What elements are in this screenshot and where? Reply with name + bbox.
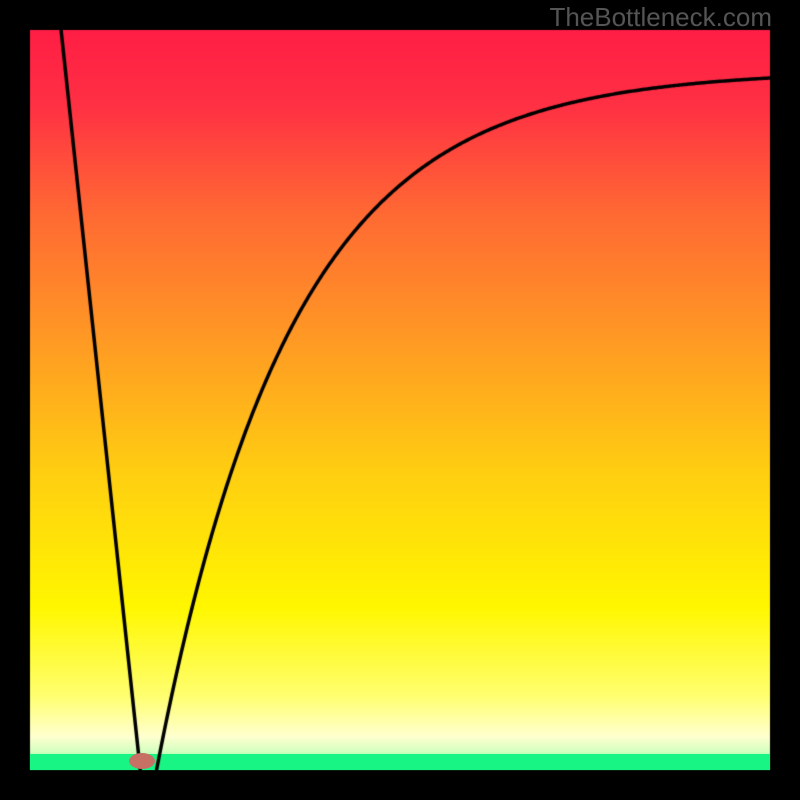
bottleneck-curve xyxy=(0,0,800,800)
chart-container: TheBottleneck.com xyxy=(0,0,800,800)
watermark-label: TheBottleneck.com xyxy=(549,2,772,33)
optimum-marker xyxy=(129,753,155,769)
